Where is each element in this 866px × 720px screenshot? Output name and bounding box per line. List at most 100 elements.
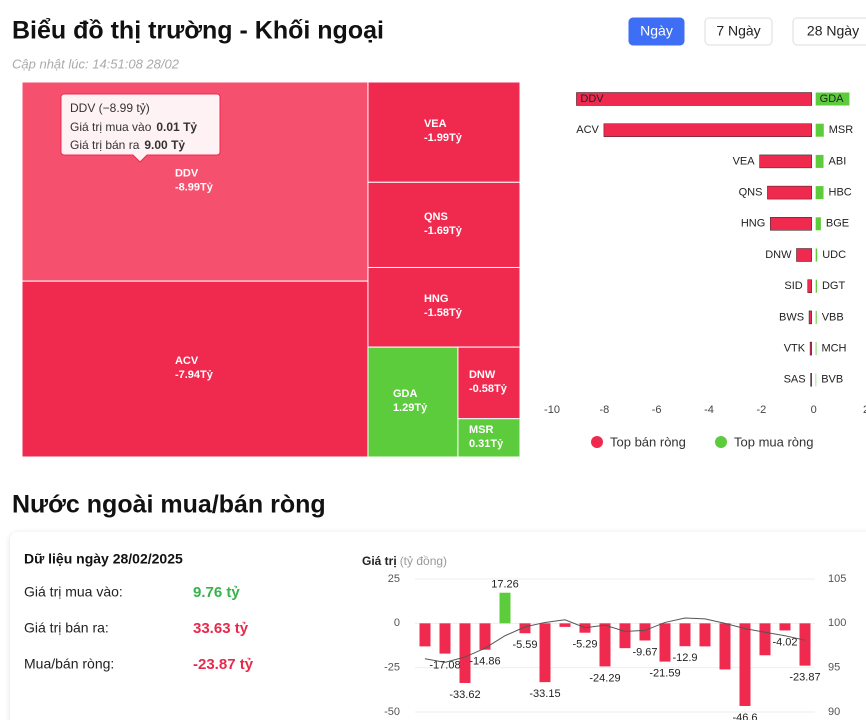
tab-button[interactable] (628, 17, 685, 46)
bar[interactable] (815, 217, 821, 231)
bar-label: DGT (822, 280, 846, 292)
bar-label: UDC (822, 249, 846, 261)
bar[interactable] (808, 310, 812, 325)
value-label: -46.6 (732, 712, 757, 720)
tab-label[interactable]: Ngày (640, 23, 673, 39)
tab-button[interactable] (704, 17, 773, 46)
bar-label: VEA (733, 155, 756, 167)
bar[interactable] (815, 92, 850, 106)
cell-value: 0.31Tỷ (469, 438, 504, 450)
y-tick-label: -25 (384, 662, 400, 674)
y2-tick-label: 105 (828, 573, 846, 585)
treemap-cell[interactable] (367, 181, 521, 268)
summary-value: 33.63 tỷ (193, 620, 249, 637)
bar[interactable] (459, 623, 471, 683)
bar[interactable] (619, 623, 631, 649)
treemap-cell[interactable] (367, 346, 459, 458)
bar[interactable] (796, 248, 812, 262)
bar-label: ACV (576, 124, 599, 136)
cell-name: MSR (469, 424, 494, 436)
bar[interactable] (815, 342, 817, 356)
bar-label: ABI (829, 155, 847, 167)
bar-label: DDV (580, 93, 604, 105)
x-tick-label: -2 (756, 404, 766, 416)
bar-label: BWS (779, 311, 804, 323)
cell-name: QNS (424, 211, 448, 223)
tooltip-label: Giá trị mua vào (70, 120, 152, 134)
bar[interactable] (699, 623, 711, 647)
tab-label[interactable]: 28 Ngày (807, 23, 859, 39)
tab-label[interactable]: 7 Ngày (716, 23, 760, 39)
cell-name: HNG (424, 293, 448, 305)
tooltip-box (60, 93, 221, 163)
treemap-cell[interactable] (457, 418, 521, 458)
bar[interactable] (815, 310, 817, 324)
bar[interactable] (499, 592, 511, 624)
cell-name: DDV (175, 167, 199, 179)
legend-label: Top mua ròng (734, 434, 814, 449)
bar[interactable] (576, 92, 812, 106)
value-label: -14.86 (469, 656, 500, 668)
bar[interactable] (815, 154, 824, 168)
x-tick-label: -6 (652, 404, 662, 416)
bar[interactable] (479, 623, 491, 650)
bar[interactable] (767, 185, 812, 200)
summary-title: Dữ liệu ngày 28/02/2025 (24, 551, 183, 567)
bar-label: VTK (784, 343, 806, 355)
cell-value: -0.58Tỷ (469, 383, 508, 395)
bar-label: VBB (822, 311, 844, 323)
value-label: -23.87 (789, 672, 820, 684)
summary-value: 9.76 tỷ (193, 584, 240, 601)
page-title: Biểu đồ thị trường - Khối ngoại (12, 17, 384, 45)
tooltip-line: Giá trị bán ra 9.00 Tỷ (70, 138, 185, 152)
line (424, 617, 806, 663)
value-label: 17.26 (491, 579, 519, 591)
bar[interactable] (809, 341, 812, 356)
x-tick-label: -10 (544, 404, 560, 416)
bar[interactable] (799, 623, 811, 666)
axis-title: Giá trị (tỷ đồng) (362, 554, 447, 568)
bar[interactable] (639, 623, 651, 641)
bar[interactable] (815, 186, 824, 200)
bar[interactable] (559, 623, 571, 627)
cell-name: ACV (175, 355, 199, 367)
bar[interactable] (810, 373, 812, 387)
cell-value: -7.94Tỷ (175, 369, 214, 381)
treemap-cell[interactable] (367, 81, 521, 183)
bar[interactable] (770, 217, 812, 231)
tab-button[interactable] (792, 17, 866, 46)
bar[interactable] (603, 123, 812, 137)
cell-name: DNW (469, 369, 496, 381)
bar[interactable] (815, 373, 817, 387)
bar-label: HBC (829, 187, 852, 199)
axis-title-main: Giá trị (362, 554, 397, 568)
bar[interactable] (759, 154, 812, 169)
bar[interactable] (659, 623, 671, 662)
y2-tick-label: 100 (828, 617, 846, 629)
bar[interactable] (519, 623, 531, 634)
bar[interactable] (759, 623, 771, 656)
treemap-cell[interactable] (457, 346, 521, 420)
bar[interactable] (815, 248, 818, 262)
bar[interactable] (439, 623, 451, 654)
treemap-cell[interactable] (21, 280, 369, 458)
bar-label: HNG (741, 218, 765, 230)
treemap-cell[interactable] (367, 266, 521, 348)
bar[interactable] (679, 623, 691, 647)
value-label: -5.29 (572, 639, 597, 651)
bar[interactable] (599, 623, 611, 667)
value-label: -4.02 (772, 636, 797, 648)
bar[interactable] (815, 123, 824, 137)
bar[interactable] (807, 279, 812, 293)
bar[interactable] (739, 623, 751, 706)
bar[interactable] (419, 623, 431, 647)
bar-label: BVB (821, 374, 843, 386)
bar[interactable] (779, 623, 791, 631)
bar[interactable] (815, 279, 817, 293)
bar[interactable] (719, 623, 731, 670)
y-tick-label: -50 (384, 706, 400, 718)
cell-value: -1.99Tỷ (424, 132, 463, 144)
bar[interactable] (539, 623, 551, 683)
